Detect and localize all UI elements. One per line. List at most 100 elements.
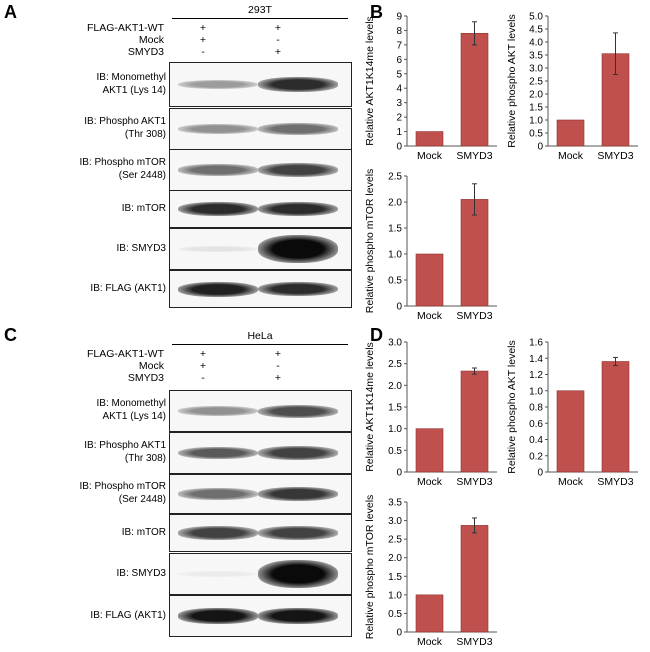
x-tick-label: Mock: [417, 636, 443, 648]
bar: [415, 253, 444, 307]
protein-band: [258, 123, 338, 135]
blot-label-line: IB: FLAG (AKT1): [90, 282, 166, 294]
y-axis-label: Relative AKT1K14me levels: [364, 16, 376, 146]
y-tick-label: 1.0: [388, 424, 402, 435]
blot-image: [169, 270, 352, 308]
y-axis-label: Relative AKT1K14me levels: [364, 342, 376, 472]
protein-band: [178, 164, 258, 176]
y-axis-label: Relative phospho AKT levels: [506, 14, 518, 147]
x-tick-label: SMYD3: [456, 310, 492, 322]
y-tick-label: 7: [396, 40, 402, 51]
lane2-symbol: -: [276, 360, 280, 372]
y-tick-label: 1.0: [388, 250, 402, 261]
y-tick-label: 0: [396, 628, 402, 639]
x-tick-label: Mock: [558, 476, 584, 488]
y-tick-label: 0.8: [529, 403, 543, 414]
blot-image: [169, 228, 352, 270]
y-tick-label: 0.5: [388, 609, 402, 620]
y-axis-label: Relative phospho mTOR levels: [364, 169, 376, 314]
blot-image: [169, 149, 352, 191]
blot-label-line: (Thr 308): [124, 453, 166, 464]
lane1-symbol: -: [201, 372, 205, 384]
y-tick-label: 0: [396, 142, 402, 153]
y-tick-label: 2: [396, 113, 402, 124]
y-tick-label: 2.5: [388, 172, 402, 183]
western-blot-panel-c: HeLa FLAG-AKT1-WT + + Mock + - SMYD3- + IB: Monom…: [40, 330, 352, 637]
y-tick-label: 3.5: [388, 498, 402, 509]
y-tick-label: 1.0: [388, 590, 402, 601]
lane2-symbol: -: [276, 34, 280, 46]
bar: [556, 390, 585, 473]
y-tick-label: 1: [396, 127, 402, 138]
blot-image: [169, 190, 352, 228]
protein-band: [258, 201, 338, 217]
x-tick-label: SMYD3: [456, 476, 492, 488]
condition-label: Mock: [138, 34, 164, 46]
protein-band: [258, 281, 338, 297]
blot-label: IB: SMYD3: [40, 567, 166, 580]
blot-image: [169, 474, 352, 514]
lane2-symbol: +: [274, 22, 282, 34]
panel-label-b: B: [370, 2, 383, 22]
blot-label-line: IB: Monomethyl: [96, 398, 166, 409]
condition-label: Mock: [138, 360, 164, 372]
y-tick-label: 1.5: [388, 403, 402, 414]
protein-band: [258, 404, 338, 418]
bar: [415, 131, 444, 147]
protein-band: [258, 487, 338, 501]
y-tick-label: 4: [396, 84, 402, 95]
bar: [460, 33, 489, 147]
y-tick-label: 2.5: [388, 359, 402, 370]
x-tick-label: SMYD3: [597, 476, 633, 488]
blot-label-line: IB: SMYD3: [116, 242, 166, 254]
y-tick-label: 0: [396, 468, 402, 479]
lane1-symbol: +: [199, 22, 207, 34]
blot-image: [169, 108, 352, 150]
y-tick-label: 1.0: [529, 116, 543, 127]
lane1-symbol: +: [199, 34, 207, 46]
blot-label-line: IB: Monomethyl: [96, 71, 166, 83]
y-tick-label: 2.0: [529, 90, 543, 101]
y-tick-label: 0.4: [529, 435, 543, 446]
protein-band: [258, 526, 338, 540]
protein-band: [178, 608, 258, 624]
blot-label-line: AKT1 (Lys 14): [102, 84, 166, 96]
x-tick-label: Mock: [417, 150, 443, 162]
y-tick-label: 1.5: [388, 572, 402, 583]
y-tick-label: 5: [396, 69, 402, 80]
cell-line-label: HeLa: [247, 330, 273, 342]
y-tick-label: 1.2: [529, 370, 543, 381]
y-axis-label: Relative phospho AKT levels: [506, 340, 518, 473]
blot-label-line: IB: mTOR: [121, 526, 166, 538]
lane2-symbol: +: [274, 348, 282, 360]
y-tick-label: 3.0: [388, 338, 402, 349]
y-tick-label: 5.0: [529, 12, 543, 23]
bar: [601, 361, 630, 473]
panel-label-c: C: [4, 325, 17, 345]
condition-label: FLAG-AKT1-WT: [86, 348, 164, 360]
y-tick-label: 1.0: [529, 386, 543, 397]
blot-label: IB: Phospho AKT1 (Thr 308): [40, 439, 166, 465]
y-tick-label: 2.0: [388, 381, 402, 392]
condition-label: FLAG-AKT1-WT: [86, 22, 164, 34]
lane2-symbol: +: [274, 372, 282, 384]
blot-label-line: (Ser 2448): [118, 494, 166, 505]
y-tick-label: 2.5: [388, 535, 402, 546]
y-tick-label: 3.0: [529, 64, 543, 75]
y-tick-label: 0.6: [529, 419, 543, 430]
lane2-symbol: +: [274, 46, 282, 58]
protein-band: [178, 406, 258, 416]
blot-image: [169, 390, 352, 432]
blot-label: IB: FLAG (AKT1): [40, 609, 166, 622]
protein-band: [178, 446, 258, 460]
blot-label-line: IB: Phospho AKT1: [84, 116, 166, 127]
blot-image: [169, 595, 352, 637]
panel-label-d: D: [370, 325, 383, 345]
x-tick-label: Mock: [417, 310, 443, 322]
blot-label-line: AKT1 (Lys 14): [102, 411, 166, 422]
cell-line-label: 293T: [248, 4, 272, 16]
blot-label: IB: mTOR: [40, 202, 166, 215]
y-axis-label: Relative phospho mTOR levels: [364, 495, 376, 640]
blot-label-line: IB: Phospho AKT1: [84, 440, 166, 451]
